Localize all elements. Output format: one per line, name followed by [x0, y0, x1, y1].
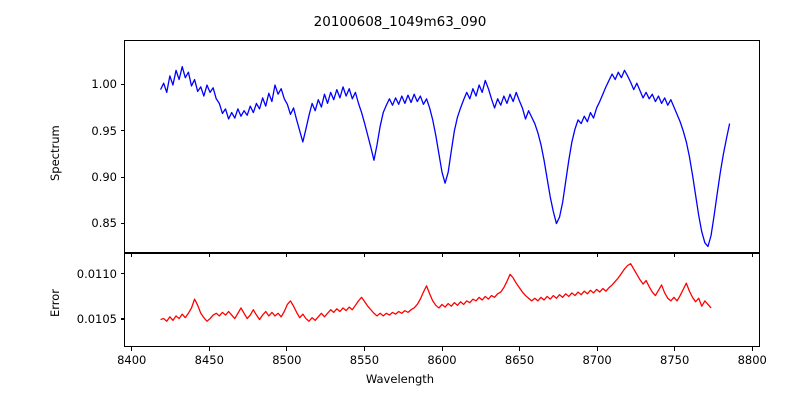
error-ytick [120, 273, 124, 275]
xtick-bottom-panel [208, 347, 210, 351]
xtick-top-panel [596, 253, 598, 257]
error-ytick-label: 0.0110 [76, 266, 117, 281]
xtick-top-panel [751, 253, 753, 257]
chart-title: 20100608_1049m63_090 [313, 14, 487, 30]
xtick-label: 8450 [194, 353, 224, 367]
xtick-bottom-panel [286, 347, 288, 351]
xtick-top-panel [674, 253, 676, 257]
xtick-label: 8700 [582, 353, 612, 367]
error-line-svg [160, 263, 712, 322]
spectrum-ytick [120, 130, 124, 132]
xtick-bottom-panel [596, 347, 598, 351]
xtick-top-panel [519, 253, 521, 257]
error-data-line [160, 263, 712, 322]
xtick-label: 8750 [660, 353, 690, 367]
xtick-label: 8550 [349, 353, 380, 367]
spectrum-plot-area [124, 40, 760, 253]
xtick-bottom-panel [131, 347, 133, 351]
xtick-bottom-panel [363, 347, 366, 351]
xtick-top-panel [441, 253, 443, 257]
spectrum-line-svg [159, 66, 731, 248]
xtick-bottom-panel [751, 347, 753, 351]
xtick-bottom-panel [674, 347, 676, 351]
error-ytick [120, 318, 124, 320]
xtick-top-panel [286, 253, 288, 257]
error-yaxis-label: Error [48, 288, 62, 317]
spectrum-data-line [159, 66, 731, 248]
xtick-top-panel [131, 253, 133, 257]
spectrum-ytick-label: 0.95 [91, 123, 117, 138]
xtick-label: 8500 [272, 353, 302, 367]
spectrum-ytick-label: 0.85 [91, 216, 117, 231]
xtick-label: 8800 [737, 353, 767, 367]
xtick-label: 8650 [504, 353, 535, 367]
xtick-top-panel [208, 253, 210, 257]
xtick-top-panel [363, 253, 366, 257]
xtick-label: 8600 [427, 353, 457, 367]
xtick-bottom-panel [519, 347, 521, 351]
xtick-bottom-panel [441, 347, 443, 351]
spectrum-ytick [120, 83, 124, 86]
spectrum-ytick-label: 1.00 [91, 77, 117, 92]
spectrum-ytick-label: 0.90 [91, 170, 117, 185]
spectrum-ytick [120, 176, 124, 178]
spectrum-yaxis-label: Spectrum [48, 124, 62, 181]
error-ytick-label: 0.0105 [76, 311, 117, 326]
spectrum-ytick [120, 222, 124, 224]
error-plot-area [124, 253, 760, 347]
xaxis-label: Wavelength [365, 372, 435, 386]
xtick-label: 8400 [117, 353, 147, 367]
